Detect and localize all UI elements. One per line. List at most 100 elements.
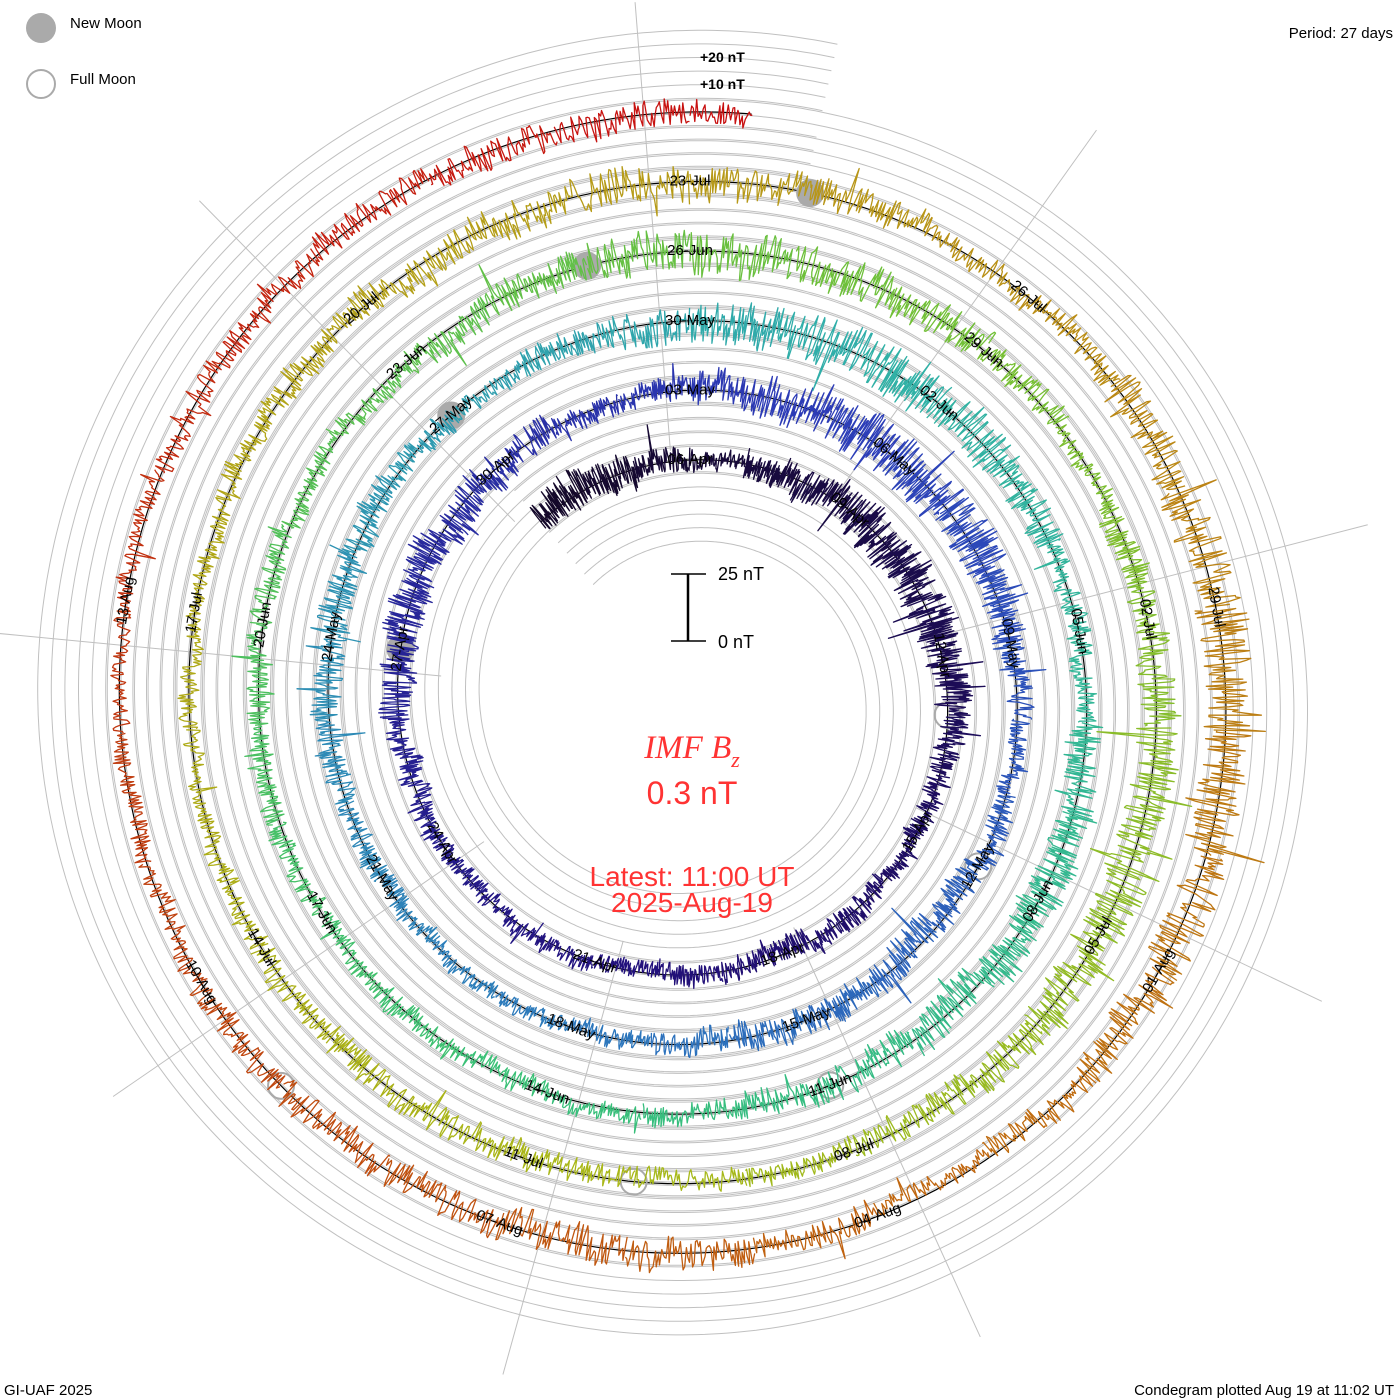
bz-trace-segment [824, 398, 906, 472]
bz-trace-segment [495, 991, 575, 1032]
bz-trace-segment [216, 393, 289, 502]
bz-trace-segment [454, 1046, 549, 1101]
bz-trace-segment [250, 947, 341, 1044]
bz-trace-segment [935, 496, 1007, 579]
bz-trace-segment [1028, 810, 1098, 911]
bz-trace-segment [882, 438, 965, 518]
bz-trace-segment [569, 165, 691, 217]
parameter-title: IMF Bz [643, 730, 740, 772]
bz-trace-segment [1098, 516, 1157, 622]
bz-trace-segment [918, 858, 982, 933]
bz-trace-segment [777, 918, 843, 961]
date-label: 05-Jun [1067, 607, 1092, 655]
bz-trace-segment [888, 286, 997, 352]
grid-ring [159, 152, 1186, 1213]
radial-spoke [834, 129, 1097, 497]
bz-trace-segment [189, 979, 286, 1091]
grid-ring [132, 125, 1213, 1241]
bz-trace-segment [586, 229, 691, 279]
bz-trace-segment [268, 821, 326, 916]
bz-trace-segment [870, 540, 936, 608]
radial-spoke [634, 2, 671, 451]
grid-ring [64, 57, 1281, 1309]
bz-trace-segment [320, 911, 384, 999]
scale-bottom-label: 0 nT [718, 632, 754, 652]
plotted-label: Condegram plotted Aug 19 at 11:02 UT [1134, 1382, 1394, 1399]
bz-trace-segment [689, 98, 753, 129]
bz-trace-segment [633, 1165, 748, 1192]
bz-trace-segment [744, 1135, 853, 1188]
bz-trace-segment [182, 729, 222, 842]
bz-trace-segment [278, 1079, 391, 1177]
bz-trace-segment [244, 724, 285, 826]
bz-trace-segment [550, 394, 620, 442]
full-moon-legend-icon [26, 69, 56, 99]
bz-trace-segment [435, 842, 489, 897]
bz-trace-segment [996, 718, 1030, 795]
bz-trace-segment [911, 967, 995, 1057]
bz-trace-segment [296, 638, 348, 722]
current-value: 0.3 nT [647, 775, 738, 811]
latest-date: 2025-Aug-19 [611, 887, 773, 918]
bz-trace-segment [689, 302, 781, 352]
new-moon-legend-icon [26, 13, 56, 43]
bz-trace-segment [992, 642, 1047, 720]
bz-trace-segment [689, 166, 812, 207]
radial-spoke [199, 200, 516, 523]
date-label: 12-Apr [930, 632, 955, 679]
latest-time: Latest: 11:00 UT [590, 861, 795, 892]
bz-trace-segment [805, 975, 882, 1033]
bz-trace-segment [138, 863, 208, 983]
date-label: 02-Jul [1136, 598, 1160, 641]
date-label: 17-Jul [182, 591, 206, 634]
bz-trace-segment [222, 248, 320, 361]
bz-trace-segment [827, 1029, 914, 1101]
bz-trace [110, 98, 1266, 1274]
bz-trace-segment [477, 892, 545, 944]
bz-trace-segment [618, 363, 691, 413]
bz-trace-segment [381, 873, 441, 943]
bz-trace-segment [926, 397, 1013, 474]
bz-trace-segment [495, 1206, 628, 1266]
bz-trace-segment [110, 600, 132, 734]
bz-trace-segment [382, 577, 433, 652]
bz-trace-segment [443, 456, 509, 536]
bz-trace-segment [281, 431, 338, 529]
bz-trace-segment [650, 1024, 729, 1059]
date-label: 04-Aug [852, 1199, 903, 1232]
date-label: 15-May [780, 1003, 833, 1036]
bz-trace-segment [407, 780, 448, 849]
date-label: 03-May [665, 381, 716, 398]
bz-trace-segment [929, 714, 982, 777]
grid-ring [105, 97, 1240, 1268]
bz-trace-segment [1066, 629, 1098, 723]
new-moon-legend-label: New Moon [70, 15, 142, 32]
bz-trace-segment [383, 1158, 502, 1239]
bz-trace-segment [432, 939, 499, 999]
bz-trace-segment [975, 568, 1029, 645]
bz-trace-segment [832, 873, 885, 933]
bz-trace-segment [325, 359, 414, 436]
bz-trace-segment [545, 1088, 642, 1134]
bz-trace-segment [378, 648, 418, 719]
bz-trace-segment [112, 732, 152, 864]
bz-trace-segment [382, 717, 424, 787]
bz-trace-segment [553, 98, 690, 144]
radial-spoke [0, 633, 442, 677]
bz-trace-segment [314, 720, 366, 805]
date-label: 01-Aug [1139, 945, 1178, 995]
bz-trace-segment [978, 894, 1054, 985]
ring-label-10: +10 nT [700, 76, 745, 92]
date-label: 29-Jul [1204, 586, 1228, 629]
bz-trace-segment [752, 1199, 879, 1260]
grid-ring [37, 29, 1308, 1336]
grid-ring [91, 84, 1254, 1281]
bz-trace-segment [249, 523, 292, 625]
bz-trace-segment [428, 125, 558, 186]
bz-trace-segment [728, 1008, 813, 1052]
bz-trace-segment [203, 840, 269, 950]
radial-spoke [793, 927, 981, 1338]
bz-trace-segment [757, 375, 842, 432]
ring-label-20: +20 nT [700, 49, 745, 65]
